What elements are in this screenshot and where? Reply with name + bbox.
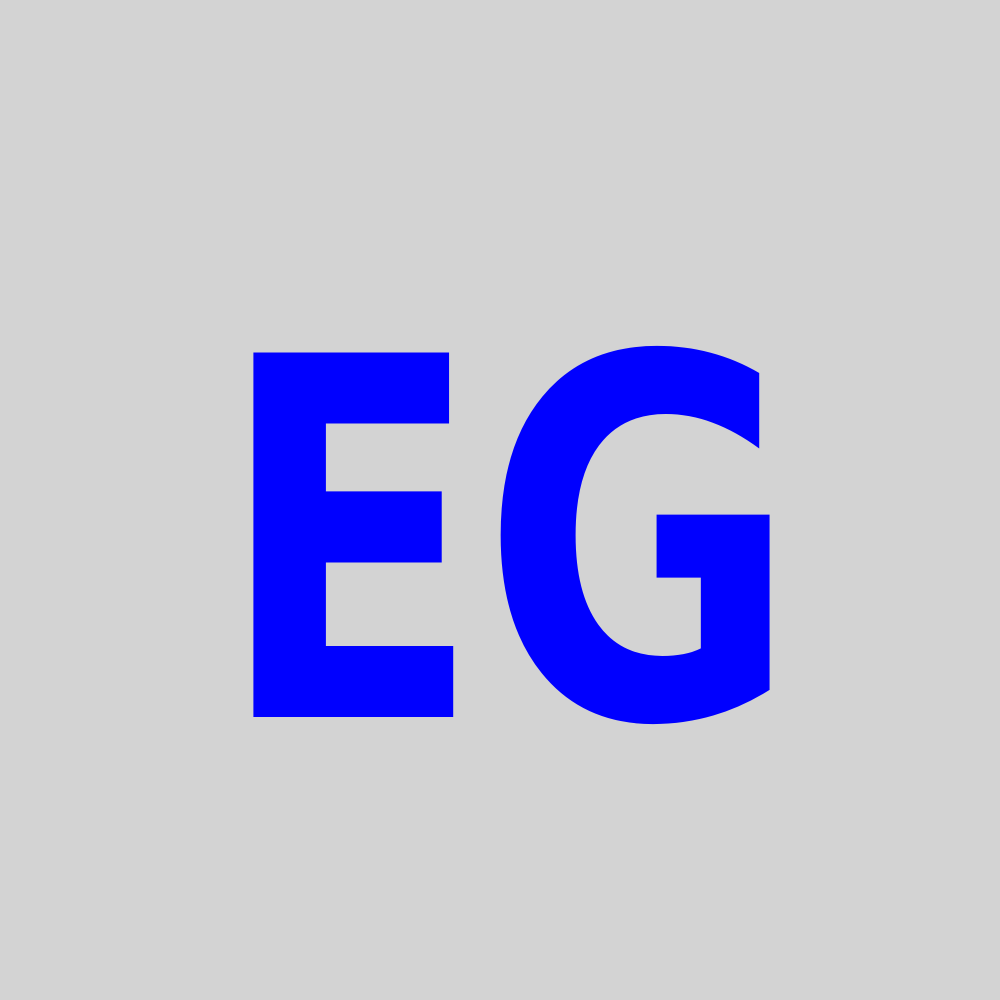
- avatar-initials: EG: [218, 253, 798, 835]
